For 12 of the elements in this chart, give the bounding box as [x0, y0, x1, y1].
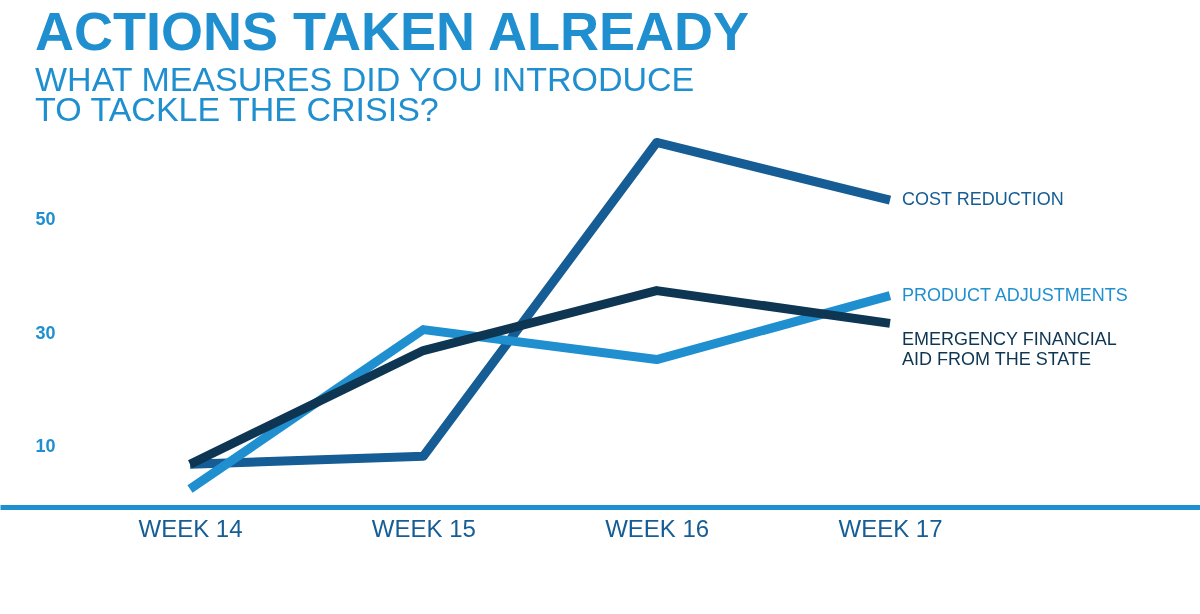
- y-tick-label: 50: [35, 209, 56, 230]
- series-label: EMERGENCY FINANCIAL AID FROM THE STATE: [902, 329, 1117, 370]
- x-tick-label: WEEK 17: [838, 514, 943, 542]
- series-label: COST REDUCTION: [902, 189, 1064, 210]
- chart-title: ACTIONS TAKEN ALREADY: [35, 1, 749, 61]
- text: WHAT MEASURES DID YOU INTRODUCE TO TACKLE THE CRISIS?: [35, 60, 695, 128]
- series-label: PRODUCT ADJUSTMENTS: [902, 284, 1128, 305]
- x-tick-label: WEEK 15: [371, 514, 476, 542]
- y-tick-label: 10: [35, 435, 56, 456]
- y-tick-label: 30: [35, 322, 56, 343]
- x-tick-label: WEEK 16: [605, 514, 710, 542]
- x-tick-label: WEEK 14: [138, 514, 243, 542]
